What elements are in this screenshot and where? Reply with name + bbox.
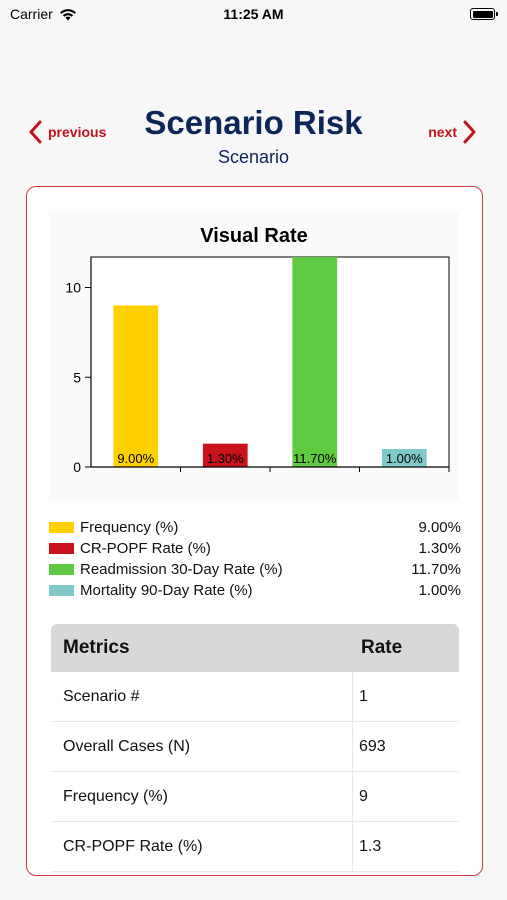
table-row: CR-POPF Rate (%) 1.3 (51, 822, 459, 872)
page-title: Scenario Risk (144, 104, 363, 141)
bar (292, 257, 338, 467)
scenario-card: 0 5 10 9.00% 1.30% 11.70% 1.00% Visual Rate Fr… (26, 186, 483, 876)
legend-label: CR-POPF Rate (%) (80, 540, 211, 557)
carrier-label: Carrier (10, 6, 53, 22)
legend-item: Readmission 30-Day Rate (%) 11.70% (49, 559, 461, 580)
legend-value: 1.00% (418, 582, 461, 599)
legend-swatch (49, 585, 74, 596)
table-row: Overall Cases (N) 693 (51, 722, 459, 772)
chevron-left-icon (29, 120, 42, 144)
nav-header: previous Scenario Risk Scenario next (0, 100, 507, 170)
metric-rate-cell: 1 (359, 687, 368, 705)
metric-name-cell: CR-POPF Rate (%) (51, 822, 353, 871)
next-label: next (428, 124, 457, 140)
chevron-right-icon (463, 120, 476, 144)
legend-item: CR-POPF Rate (%) 1.30% (49, 538, 461, 559)
bar-value-label: 9.00% (117, 451, 154, 466)
table-row: Frequency (%) 9 (51, 772, 459, 822)
chart-title: Visual Rate (200, 225, 308, 247)
metric-rate-cell: 693 (359, 737, 386, 755)
legend-value: 11.70% (411, 561, 461, 578)
status-time: 11:25 AM (223, 6, 284, 22)
bar (381, 449, 427, 467)
metrics-column-header: Metrics (63, 637, 130, 658)
bar (113, 305, 159, 467)
metric-name-cell: Overall Cases (N) (51, 722, 353, 771)
table-row: Scenario # 1 (51, 672, 459, 722)
chart-legend: Frequency (%) 9.00% CR-POPF Rate (%) 1.30% R… (49, 517, 461, 601)
legend-value: 1.30% (418, 540, 461, 557)
y-tick-label: 5 (73, 369, 81, 385)
chart-canvas: 0 5 10 9.00% 1.30% 11.70% 1.00% (65, 256, 450, 475)
metric-rate-cell: 1.3 (359, 837, 382, 855)
legend-label: Frequency (%) (80, 519, 179, 536)
metrics-table: Metrics Rate Scenario # 1 Overall Cases (N… (51, 624, 459, 872)
metrics-table-body: Scenario # 1 Overall Cases (N) 693 Frequency… (51, 672, 459, 872)
legend-value: 9.00% (418, 519, 461, 536)
bar-value-label: 1.00% (386, 451, 423, 466)
metrics-table-header: Metrics Rate (51, 624, 459, 672)
y-tick-label: 10 (65, 280, 81, 296)
battery-icon (470, 8, 498, 20)
legend-item: Frequency (%) 9.00% (49, 517, 461, 538)
legend-swatch (49, 543, 74, 554)
metric-rate-cell: 9 (359, 787, 368, 805)
wifi-icon (59, 8, 76, 20)
page-subtitle: Scenario (217, 147, 290, 167)
legend-swatch (49, 564, 74, 575)
previous-button[interactable]: previous (28, 120, 106, 144)
previous-label: previous (48, 124, 107, 140)
rate-column-header: Rate (361, 637, 403, 658)
legend-item: Mortality 90-Day Rate (%) 1.00% (49, 580, 461, 601)
carrier-indicator: Carrier (10, 6, 77, 22)
metric-name-cell: Frequency (%) (51, 772, 353, 821)
y-tick-label: 0 (73, 459, 81, 475)
bar (202, 443, 248, 467)
legend-swatch (49, 522, 74, 533)
bar-value-label: 1.30% (207, 451, 244, 466)
legend-label: Readmission 30-Day Rate (%) (80, 561, 283, 578)
status-bar: Carrier 11:25 AM (0, 0, 507, 30)
visual-rate-chart: 0 5 10 9.00% 1.30% 11.70% 1.00% Visual Rate (49, 211, 459, 501)
legend-label: Mortality 90-Day Rate (%) (80, 582, 253, 599)
next-button[interactable]: next (428, 120, 477, 144)
metric-name-cell: Scenario # (51, 672, 353, 721)
bar-value-label: 11.70% (293, 451, 337, 466)
